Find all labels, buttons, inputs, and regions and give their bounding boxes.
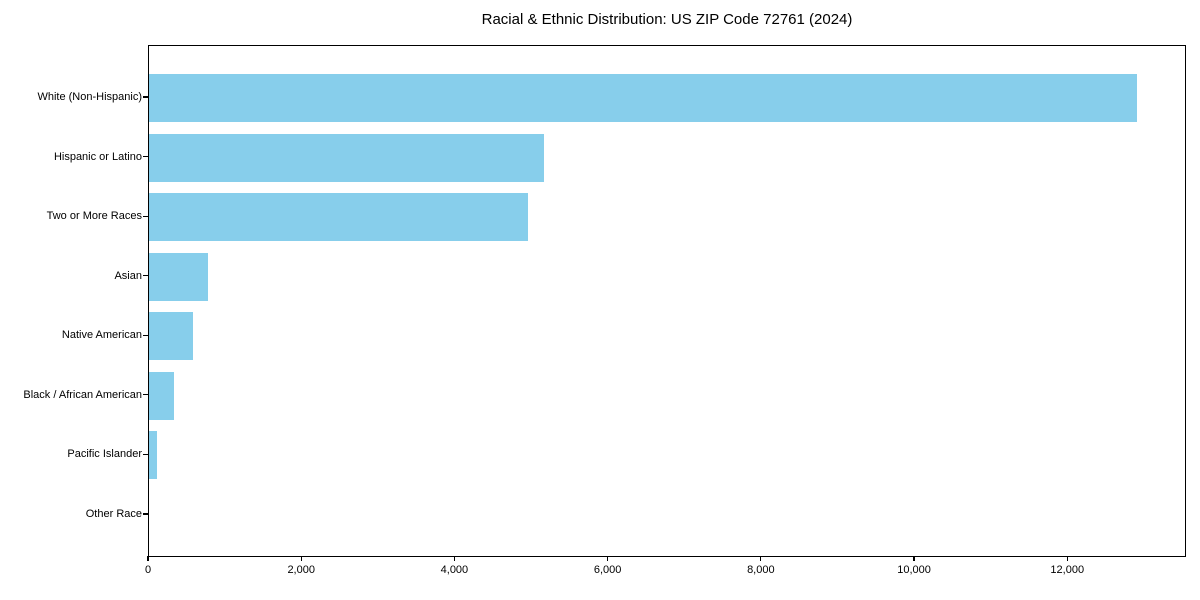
y-tick-label: Native American (61, 329, 142, 342)
bar-asian (149, 252, 208, 301)
y-tick-label: Hispanic or Latino (53, 150, 142, 163)
x-tick-label: 10,000 (897, 564, 931, 576)
plot-area (148, 45, 1186, 557)
y-tick-mark (143, 334, 148, 336)
x-tick-label: 2,000 (287, 564, 315, 576)
bar-hispanic-or-latino (149, 133, 544, 182)
chart-title: Racial & Ethnic Distribution: US ZIP Cod… (481, 11, 853, 28)
y-tick-label: Black / African American (23, 388, 142, 401)
x-tick-label: 4,000 (440, 564, 469, 576)
x-tick-label: 0 (144, 564, 152, 576)
y-tick-mark (143, 394, 148, 396)
bar-two-or-more-races (149, 193, 528, 242)
y-tick-label: White (Non-Hispanic) (37, 91, 142, 103)
bar-native-american (149, 312, 193, 361)
y-tick-mark (143, 215, 148, 217)
x-tick-mark (453, 556, 455, 561)
y-tick-mark (143, 275, 148, 277)
y-tick-label: Two or More Races (46, 210, 142, 223)
x-tick-label: 6,000 (593, 564, 622, 576)
bar-pacific-islander (149, 431, 157, 480)
x-tick-mark (760, 556, 762, 561)
x-tick-label: 8,000 (747, 564, 775, 576)
y-tick-mark (143, 513, 148, 515)
x-tick-mark (913, 556, 915, 561)
bar-black-african-american (149, 371, 174, 420)
y-tick-label: Asian (114, 269, 142, 282)
y-tick-mark (143, 155, 148, 158)
bar-white-non-hispanic (149, 74, 1137, 122)
x-tick-mark (147, 556, 149, 561)
x-tick-label: 12,000 (1050, 564, 1085, 576)
y-tick-mark (143, 453, 148, 455)
y-tick-label: Pacific Islander (67, 448, 142, 461)
x-tick-mark (1066, 556, 1068, 561)
y-tick-label: Other Race (85, 507, 142, 520)
x-tick-mark (607, 556, 609, 561)
y-tick-mark (143, 96, 148, 98)
x-tick-mark (300, 556, 302, 561)
